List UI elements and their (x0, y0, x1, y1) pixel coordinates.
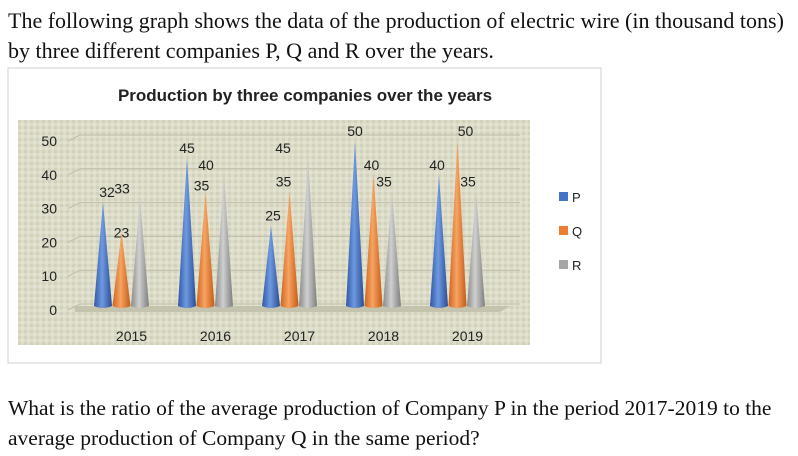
cone-P-2016 (178, 157, 196, 308)
cone-Q-2016 (196, 191, 215, 308)
cones (94, 141, 485, 308)
legend-label-P: P (572, 190, 581, 205)
x-tick-label: 2018 (368, 328, 399, 344)
gridline (67, 134, 520, 142)
cone-R-2016 (215, 174, 233, 308)
cone-P-2019 (430, 174, 448, 308)
data-label-R-2016: 40 (198, 157, 214, 173)
question-text: What is the ratio of the average product… (8, 396, 772, 450)
chart-title: Production by three companies over the y… (118, 86, 492, 105)
data-label-P-2017: 25 (265, 208, 281, 224)
y-tick-label: 40 (41, 167, 57, 183)
data-label-Q-2016: 35 (194, 178, 210, 194)
intro-text: The following graph shows the data of th… (8, 8, 784, 63)
data-label-R-2018: 35 (376, 174, 392, 190)
legend-label-R: R (572, 258, 581, 273)
gridline (67, 168, 520, 176)
data-label-P-2016: 45 (179, 140, 195, 156)
x-axis: 2015 2016 2017 2018 2019 (116, 328, 483, 344)
data-label-R-2017: 45 (275, 140, 291, 156)
data-label-Q-2019: 50 (458, 123, 474, 139)
data-label-P-2018: 50 (347, 123, 363, 139)
data-label-Q-2018: 40 (364, 157, 380, 173)
legend-swatch-R (559, 260, 568, 269)
x-tick-label: 2015 (116, 328, 147, 344)
cone-Q-2019 (448, 141, 467, 308)
cone-R-2019 (467, 191, 485, 308)
cone-P-2017 (262, 225, 280, 308)
data-label-R-2019: 35 (460, 174, 476, 190)
x-tick-label: 2019 (452, 328, 483, 344)
cone-Q-2018 (364, 174, 383, 308)
y-tick-label: 0 (49, 302, 57, 318)
data-label-P-2015: 32 (99, 184, 115, 200)
y-tick-label: 10 (41, 268, 57, 284)
y-axis: 0 10 20 30 40 50 (41, 133, 57, 318)
legend: P Q R (559, 190, 582, 273)
cone-R-2018 (383, 191, 401, 308)
cone-Q-2017 (280, 191, 299, 308)
data-label-Q-2017: 35 (276, 174, 292, 190)
legend-label-Q: Q (572, 224, 582, 239)
cone-Q-2015 (112, 232, 131, 308)
y-tick-label: 20 (41, 234, 57, 250)
cone-R-2017 (299, 157, 317, 308)
cone-P-2018 (346, 141, 364, 308)
data-label-R-2015: 33 (114, 180, 130, 196)
cone-P-2015 (94, 201, 112, 308)
cone-R-2015 (131, 198, 149, 308)
data-label-Q-2015: 23 (114, 224, 130, 240)
y-tick-label: 30 (41, 201, 57, 217)
data-label-P-2019: 40 (429, 157, 445, 173)
x-tick-label: 2016 (200, 328, 231, 344)
x-tick-label: 2017 (284, 328, 315, 344)
legend-swatch-P (559, 192, 568, 201)
legend-swatch-Q (559, 226, 568, 235)
y-tick-label: 50 (41, 133, 57, 149)
